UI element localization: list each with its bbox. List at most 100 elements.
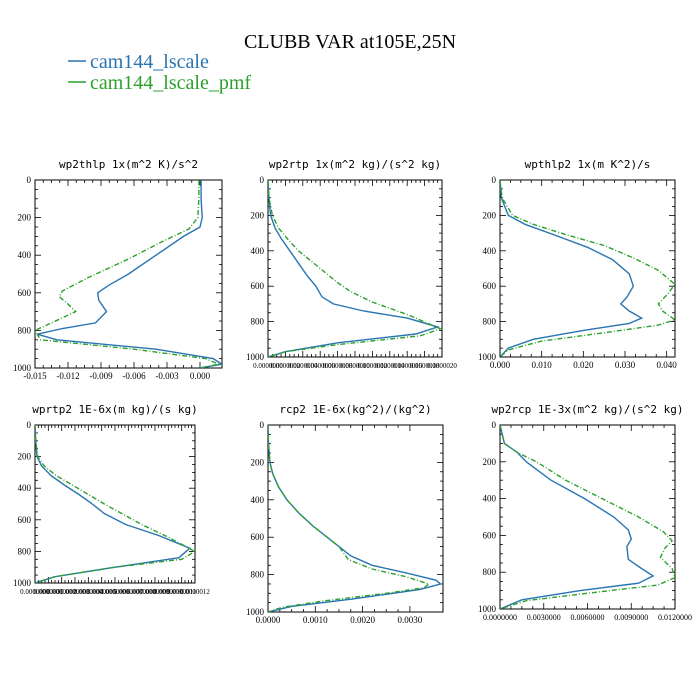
y-tick-label: 200 (251, 457, 265, 467)
x-tick-label: 0.0000010 (340, 362, 370, 370)
y-tick-label: 200 (483, 457, 497, 467)
y-tick-label: 1000 (246, 607, 265, 617)
x-tick-label: 0.020 (573, 360, 594, 370)
y-tick-label: 0 (492, 175, 497, 185)
y-tick-label: 200 (18, 213, 32, 223)
x-tick-label: 0.040 (657, 360, 678, 370)
x-tick-label: 0.000 (490, 360, 511, 370)
x-tick-label: 0.0000006 (305, 362, 335, 370)
series-line-lscale (268, 180, 440, 357)
panel-1: wp2thlp 1x(m^2 K)/s^202004006008001000-0… (13, 158, 223, 381)
x-tick-label: 0.0000002 (271, 362, 301, 370)
y-tick-label: 200 (483, 210, 497, 220)
x-tick-label: 0.000 (190, 371, 211, 381)
y-tick-label: 200 (18, 452, 32, 462)
x-tick-label: 0.0000010 (153, 588, 183, 596)
plot-frame (267, 424, 444, 613)
x-tick-label: 0.0000006 (100, 588, 130, 596)
legend: cam144_lscale cam144_lscale_pmf (68, 51, 251, 94)
series-line-lscale-pmf (500, 425, 675, 609)
y-tick-label: 800 (251, 570, 265, 580)
x-tick-label: 0.0090000 (614, 613, 648, 622)
y-tick-label: 400 (483, 494, 497, 504)
x-tick-label: 0.010 (532, 360, 553, 370)
y-tick-label: 400 (18, 483, 32, 493)
x-tick-label: 0.0000 (256, 615, 281, 625)
x-tick-label: 0.0000005 (87, 588, 117, 596)
panel-title: wp2rtp 1x(m^2 kg)/(s^2 kg) (269, 158, 441, 171)
y-tick-label: 600 (251, 532, 265, 542)
panel-6: wp2rcp 1E-3x(m^2 kg)/(s^2 kg) 0 200 400 600 8… (478, 403, 692, 622)
y-tick-label: 1000 (13, 578, 32, 588)
x-tick-label: -0.003 (155, 371, 179, 381)
legend-label-lscale-pmf: cam144_lscale_pmf (90, 72, 251, 94)
series-line-lscale-pmf (268, 425, 431, 612)
y-tick-label: 1000 (13, 363, 32, 373)
x-tick-label: 0.030 (615, 360, 636, 370)
x-tick-label: 0.0000009 (140, 588, 170, 596)
y-tick-label: 600 (18, 515, 32, 525)
x-tick-label: 0.0030000 (527, 613, 561, 622)
y-tick-label: 800 (251, 317, 265, 327)
panel-title: wp2rcp 1E-3x(m^2 kg)/(s^2 kg) (491, 403, 683, 416)
x-tick-label: 0.0000004 (288, 362, 318, 370)
plot-frame (267, 179, 443, 358)
series-line-lscale (37, 180, 222, 368)
panel-title: wp2thlp 1x(m^2 K)/s^2 (59, 158, 198, 171)
x-tick-label: 0.0030 (398, 615, 423, 625)
x-tick-label: 0.0060000 (571, 613, 605, 622)
figure-title: CLUBB VAR at105E,25N (244, 31, 456, 53)
y-tick-label: 400 (18, 250, 32, 260)
x-tick-label: 0.0000001 (33, 588, 63, 596)
x-tick-label: 0.0000007 (113, 588, 143, 596)
y-tick-label: 800 (18, 546, 32, 556)
x-tick-label: 0.0000000 (20, 588, 50, 596)
y-tick-label: 800 (483, 317, 497, 327)
series-line-lscale (500, 180, 644, 357)
legend-label-lscale: cam144_lscale (90, 51, 209, 73)
x-tick-label: 0.0120000 (658, 613, 692, 622)
y-tick-label: 200 (251, 210, 265, 220)
series-line-lscale-pmf (35, 180, 222, 368)
x-tick-label: 0.0000016 (392, 362, 422, 370)
x-tick-label: 0.0000000 (253, 362, 283, 370)
series-line-lscale (268, 425, 443, 612)
x-tick-label: -0.009 (89, 371, 113, 381)
y-tick-label: 400 (483, 246, 497, 256)
x-tick-label: -0.006 (122, 371, 146, 381)
y-tick-label: 1000 (246, 352, 265, 362)
x-tick-label: 0.0000012 (180, 588, 210, 596)
x-tick-label: 0.0010 (303, 615, 328, 625)
y-tick-label: 0 (260, 175, 265, 185)
x-tick-label: 0.0000008 (323, 362, 353, 370)
x-tick-label: 0.0000002 (47, 588, 77, 596)
panel-3: wpthlp2 1x(m K^2)/s 0 200 400 600 800 10000.00… (478, 158, 677, 370)
panel-5: rcp2 1E-6x(kg^2)/(kg^2) 0 200 400 600 800 1000… (246, 403, 444, 625)
x-tick-label: -0.012 (56, 371, 79, 381)
y-tick-label: 1000 (478, 604, 497, 614)
y-tick-label: 0 (492, 420, 497, 430)
x-tick-label: 0.0000004 (73, 588, 103, 596)
y-tick-label: 800 (18, 325, 32, 335)
y-tick-label: 1000 (478, 352, 497, 362)
x-tick-label: 0.0000020 (427, 362, 457, 370)
x-tick-label: 0.0000003 (60, 588, 90, 596)
plot-frame (499, 424, 676, 610)
panels: wp2thlp 1x(m^2 K)/s^202004006008001000-0… (13, 158, 692, 625)
y-tick-label: 0 (27, 175, 32, 185)
x-tick-label: 0.0000000 (483, 613, 517, 622)
x-tick-label: 0.0000011 (167, 588, 197, 596)
y-tick-label: 600 (251, 281, 265, 291)
x-tick-label: 0.0020 (350, 615, 375, 625)
y-tick-label: 0 (260, 420, 265, 430)
series-line-lscale (500, 425, 655, 609)
x-tick-label: -0.015 (23, 371, 47, 381)
y-tick-label: 600 (18, 288, 32, 298)
panel-title: rcp2 1E-6x(kg^2)/(kg^2) (279, 403, 431, 416)
series-line-lscale (35, 425, 192, 583)
panel-title: wpthlp2 1x(m K^2)/s (525, 158, 651, 171)
x-tick-label: 0.0000008 (127, 588, 157, 596)
panel-2: wp2rtp 1x(m^2 kg)/(s^2 kg) 0 200 400 600 800 1… (246, 158, 457, 370)
y-tick-label: 600 (483, 530, 497, 540)
